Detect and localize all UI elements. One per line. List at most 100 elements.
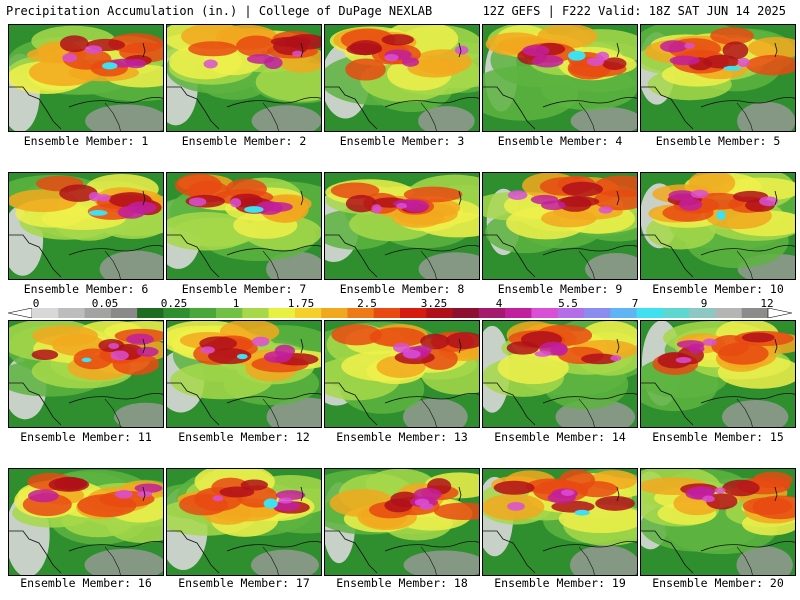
scale-tick-label: 5.5 [558, 297, 578, 310]
scale-swatch [137, 308, 164, 318]
scale-swatch [557, 308, 585, 318]
ensemble-panel-10 [640, 172, 796, 280]
ensemble-panel-20 [640, 468, 796, 576]
scale-swatch [294, 308, 322, 318]
member-label-20: Ensemble Member: 20 [652, 576, 784, 590]
precip-map-20 [641, 469, 795, 575]
ensemble-panel-12 [166, 320, 322, 428]
member-label-8: Ensemble Member: 8 [339, 282, 465, 296]
precip-map-17 [167, 469, 321, 575]
ensemble-panel-16 [8, 468, 164, 576]
scale-swatch [347, 308, 375, 318]
ensemble-panel-8 [324, 172, 480, 280]
member-label-9: Ensemble Member: 9 [497, 282, 623, 296]
member-label-17: Ensemble Member: 17 [178, 576, 310, 590]
scale-tick-label: 7 [631, 297, 639, 310]
precip-map-2 [167, 25, 321, 131]
ensemble-panel-3 [324, 24, 480, 132]
scale-swatch [741, 308, 769, 318]
precip-map-11 [9, 321, 163, 427]
precip-map-13 [325, 321, 479, 427]
member-label-11: Ensemble Member: 11 [20, 430, 152, 444]
precip-map-5 [641, 25, 795, 131]
precip-map-18 [325, 469, 479, 575]
scale-swatch [662, 308, 690, 318]
scale-swatch [32, 308, 59, 318]
scale-tick-label: 1.75 [287, 297, 315, 310]
ensemble-panel-18 [324, 468, 480, 576]
scale-swatch [478, 308, 506, 318]
scale-swatch [321, 308, 348, 318]
scale-swatch [189, 308, 217, 318]
ensemble-panel-17 [166, 468, 322, 576]
scale-swatch [505, 308, 532, 318]
scale-swatch [531, 308, 559, 318]
scale-swatch [636, 308, 664, 318]
ensemble-panel-11 [8, 320, 164, 428]
scale-tick-label: 9 [700, 297, 708, 310]
precip-map-1 [9, 25, 163, 131]
scale-swatch [452, 308, 480, 318]
precip-map-7 [167, 173, 321, 279]
scale-swatch [58, 308, 86, 318]
ensemble-panel-19 [482, 468, 638, 576]
precip-map-8 [325, 173, 479, 279]
scale-swatch [689, 308, 716, 318]
ensemble-panel-1 [8, 24, 164, 132]
member-label-18: Ensemble Member: 18 [336, 576, 468, 590]
ensemble-panel-14 [482, 320, 638, 428]
header-valid-time: 12Z GEFS | F222 Valid: 18Z SAT JUN 14 20… [482, 4, 786, 18]
precip-map-3 [325, 25, 479, 131]
scale-swatch [373, 308, 401, 318]
member-label-4: Ensemble Member: 4 [497, 134, 623, 148]
member-label-13: Ensemble Member: 13 [336, 430, 468, 444]
ensemble-panel-5 [640, 24, 796, 132]
ensemble-panel-13 [324, 320, 480, 428]
color-scale: 0 0.05 0.25 1 1.75 2.5 3.25 4 5.5 7 9 12 [8, 297, 792, 321]
member-label-5: Ensemble Member: 5 [655, 134, 781, 148]
scale-swatch [426, 308, 454, 318]
member-label-10: Ensemble Member: 10 [652, 282, 784, 296]
scale-swatch [84, 308, 112, 318]
member-label-1: Ensemble Member: 1 [23, 134, 149, 148]
scale-swatch [163, 308, 191, 318]
scale-swatch [268, 308, 296, 318]
ensemble-panel-2 [166, 24, 322, 132]
scale-tick-label: 3.25 [420, 297, 448, 310]
scale-tick-label: 2.5 [357, 297, 377, 310]
scale-high-arrow [767, 308, 792, 318]
precip-map-19 [483, 469, 637, 575]
scale-tick-label: 12 [760, 297, 774, 310]
member-label-12: Ensemble Member: 12 [178, 430, 310, 444]
scale-tick-label: 1 [232, 297, 240, 310]
member-label-3: Ensemble Member: 3 [339, 134, 465, 148]
precip-map-6 [9, 173, 163, 279]
member-label-2: Ensemble Member: 2 [181, 134, 307, 148]
scale-tick-label: 4 [495, 297, 503, 310]
scale-swatch [216, 308, 243, 318]
scale-low-arrow [8, 308, 33, 318]
scale-swatch [400, 308, 427, 318]
precip-map-9 [483, 173, 637, 279]
scale-swatch [242, 308, 270, 318]
header-title: Precipitation Accumulation (in.) | Colle… [6, 4, 433, 18]
ensemble-panel-6 [8, 172, 164, 280]
scale-tick-label: 0.05 [91, 297, 119, 310]
member-label-6: Ensemble Member: 6 [23, 282, 149, 296]
precip-map-14 [483, 321, 637, 427]
member-label-14: Ensemble Member: 14 [494, 430, 626, 444]
precip-map-10 [641, 173, 795, 279]
color-scale-bar [8, 308, 792, 318]
precip-map-15 [641, 321, 795, 427]
ensemble-panel-7 [166, 172, 322, 280]
scale-tick-label: 0.25 [160, 297, 188, 310]
ensemble-panel-4 [482, 24, 638, 132]
member-label-19: Ensemble Member: 19 [494, 576, 626, 590]
ensemble-panel-9 [482, 172, 638, 280]
scale-swatch [110, 308, 138, 318]
member-label-7: Ensemble Member: 7 [181, 282, 307, 296]
scale-swatch [584, 308, 611, 318]
member-label-16: Ensemble Member: 16 [20, 576, 152, 590]
scale-swatch [715, 308, 743, 318]
scale-tick-label: 0 [32, 297, 40, 310]
